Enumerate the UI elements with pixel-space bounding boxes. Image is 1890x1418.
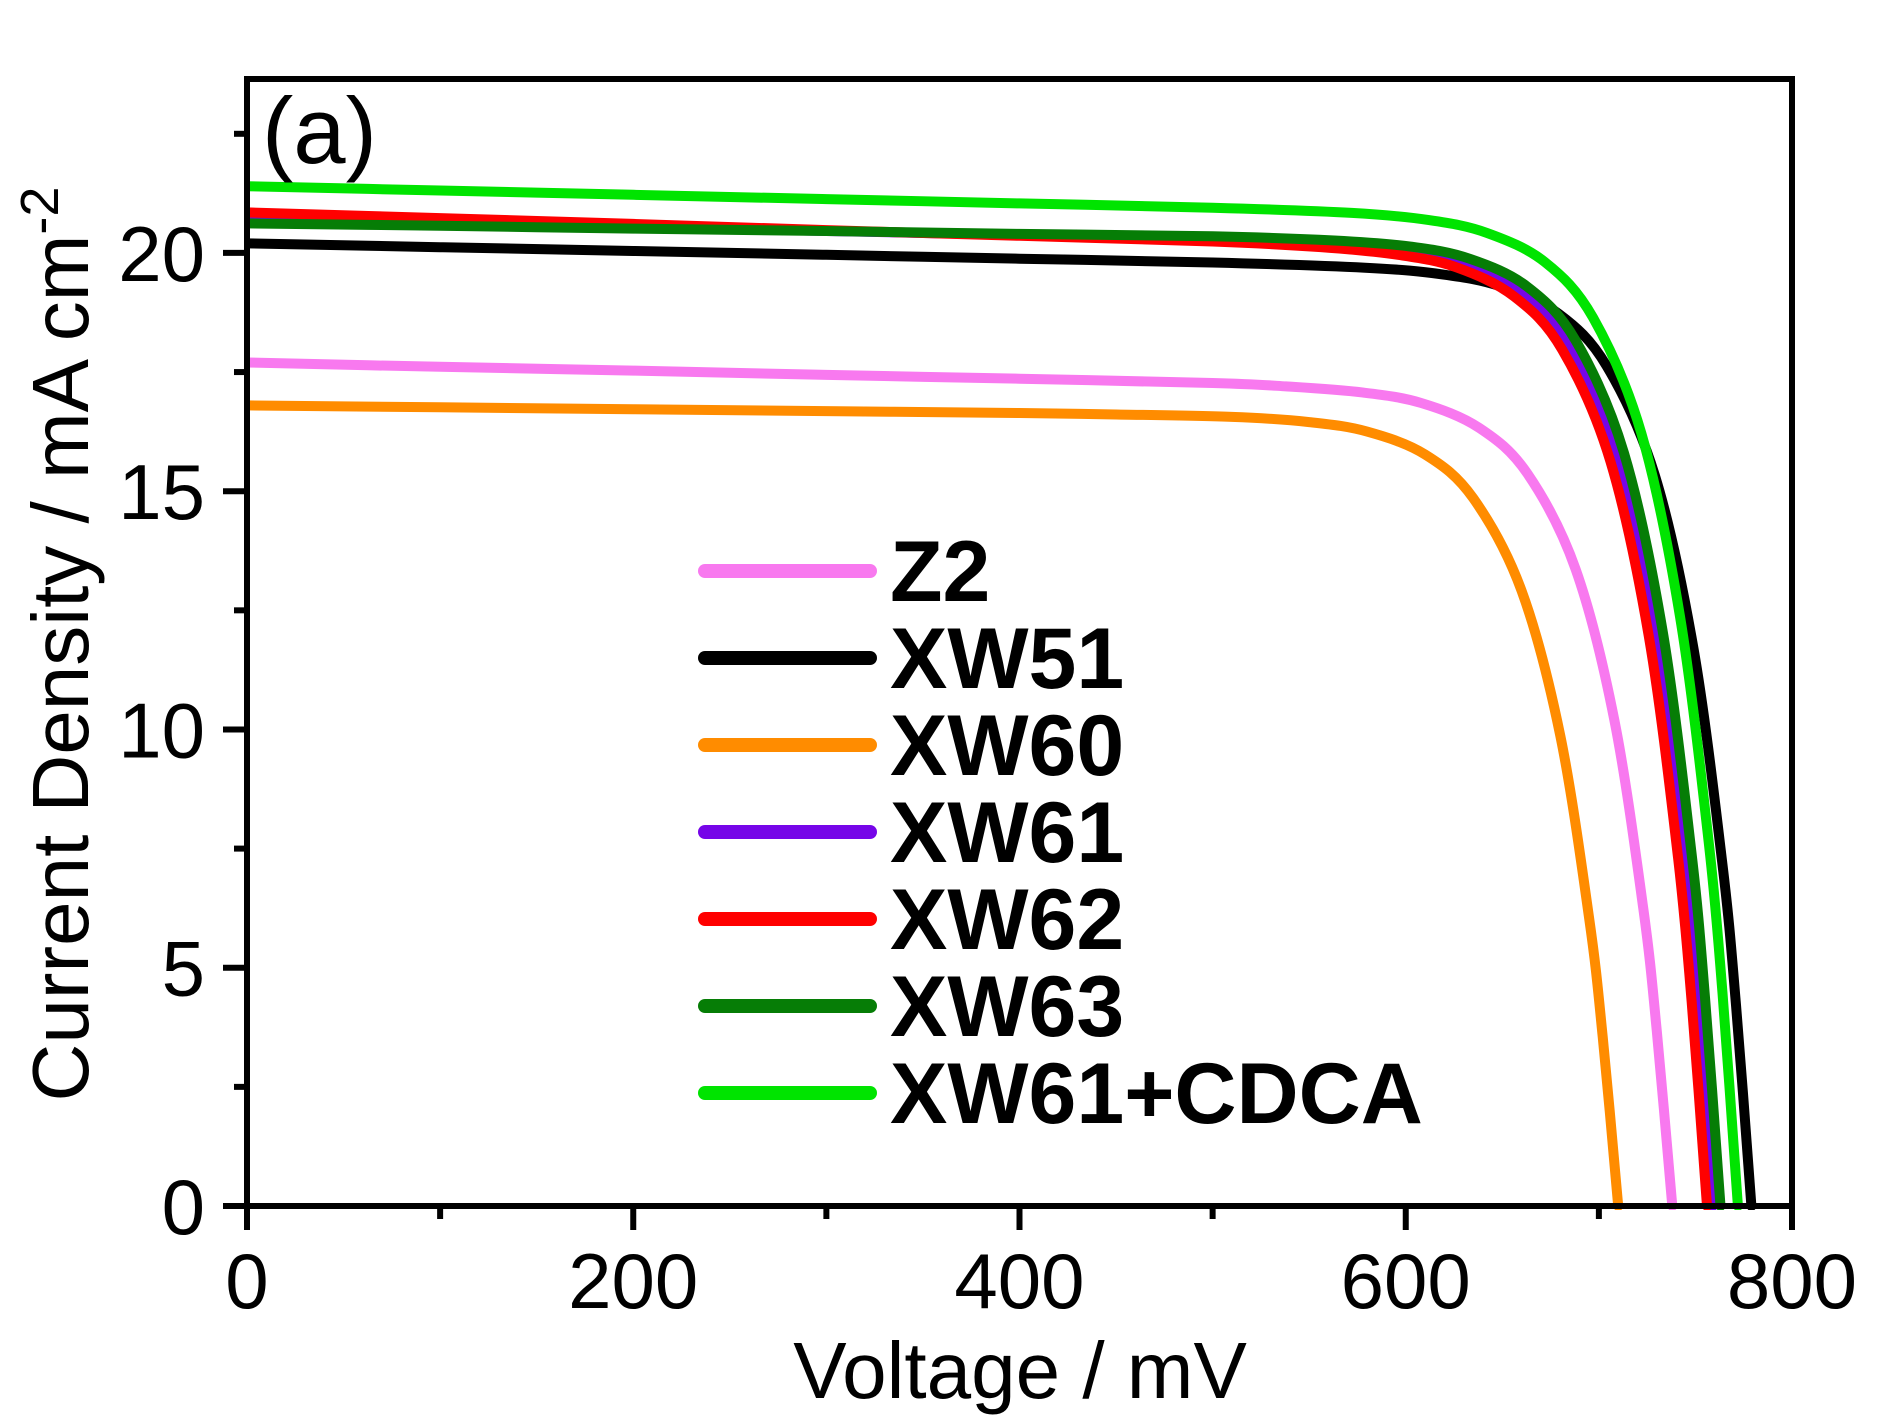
curve-XW60 bbox=[245, 400, 1624, 1210]
legend-label-XW61: XW61 bbox=[890, 785, 1124, 881]
x-tick-label: 0 bbox=[225, 1237, 268, 1325]
y-tick-label: 15 bbox=[118, 448, 205, 536]
legend-label-Z2: Z2 bbox=[890, 524, 990, 620]
legend-item-XW51: XW51 bbox=[698, 611, 1124, 707]
curve-XW61+CDCA bbox=[245, 181, 1743, 1210]
legend-label-XW63: XW63 bbox=[890, 959, 1124, 1055]
y-tick-label: 20 bbox=[118, 210, 205, 298]
y-axis-title: Current Density / mA cm-2 bbox=[10, 187, 105, 1102]
x-tick-label: 400 bbox=[954, 1237, 1084, 1325]
legend-label-XW61+CDCA: XW61+CDCA bbox=[890, 1046, 1423, 1142]
curve-XW51 bbox=[245, 238, 1757, 1210]
legend-item-XW61+CDCA: XW61+CDCA bbox=[698, 1046, 1423, 1142]
x-tick-label: 600 bbox=[1341, 1237, 1471, 1325]
y-axis-title-superscript: -2 bbox=[10, 187, 70, 235]
legend-label-XW60: XW60 bbox=[890, 698, 1124, 794]
legend-label-XW62: XW62 bbox=[890, 872, 1124, 968]
legend-item-Z2: Z2 bbox=[698, 524, 990, 620]
curves bbox=[245, 181, 1757, 1210]
legend-item-XW60: XW60 bbox=[698, 698, 1124, 794]
legend-item-XW63: XW63 bbox=[698, 959, 1124, 1055]
x-tick-label: 200 bbox=[568, 1237, 698, 1325]
curve-Z2 bbox=[245, 357, 1678, 1210]
panel-label: (a) bbox=[262, 78, 377, 183]
y-tick-label: 0 bbox=[162, 1163, 205, 1251]
legend-label-XW51: XW51 bbox=[890, 611, 1124, 707]
legend-item-XW61: XW61 bbox=[698, 785, 1124, 881]
axes: 0 200 400 600 800 0 5 10 15 20 bbox=[118, 76, 1857, 1325]
y-axis-title-main: Current Density / mA cm bbox=[16, 235, 105, 1102]
y-tick-label: 10 bbox=[118, 686, 205, 774]
legend-item-XW62: XW62 bbox=[698, 872, 1124, 968]
curve-XW63 bbox=[245, 218, 1726, 1210]
y-tick-label: 5 bbox=[162, 925, 205, 1013]
x-tick-label: 800 bbox=[1727, 1237, 1857, 1325]
x-axis-title: Voltage / mV bbox=[793, 1326, 1247, 1415]
